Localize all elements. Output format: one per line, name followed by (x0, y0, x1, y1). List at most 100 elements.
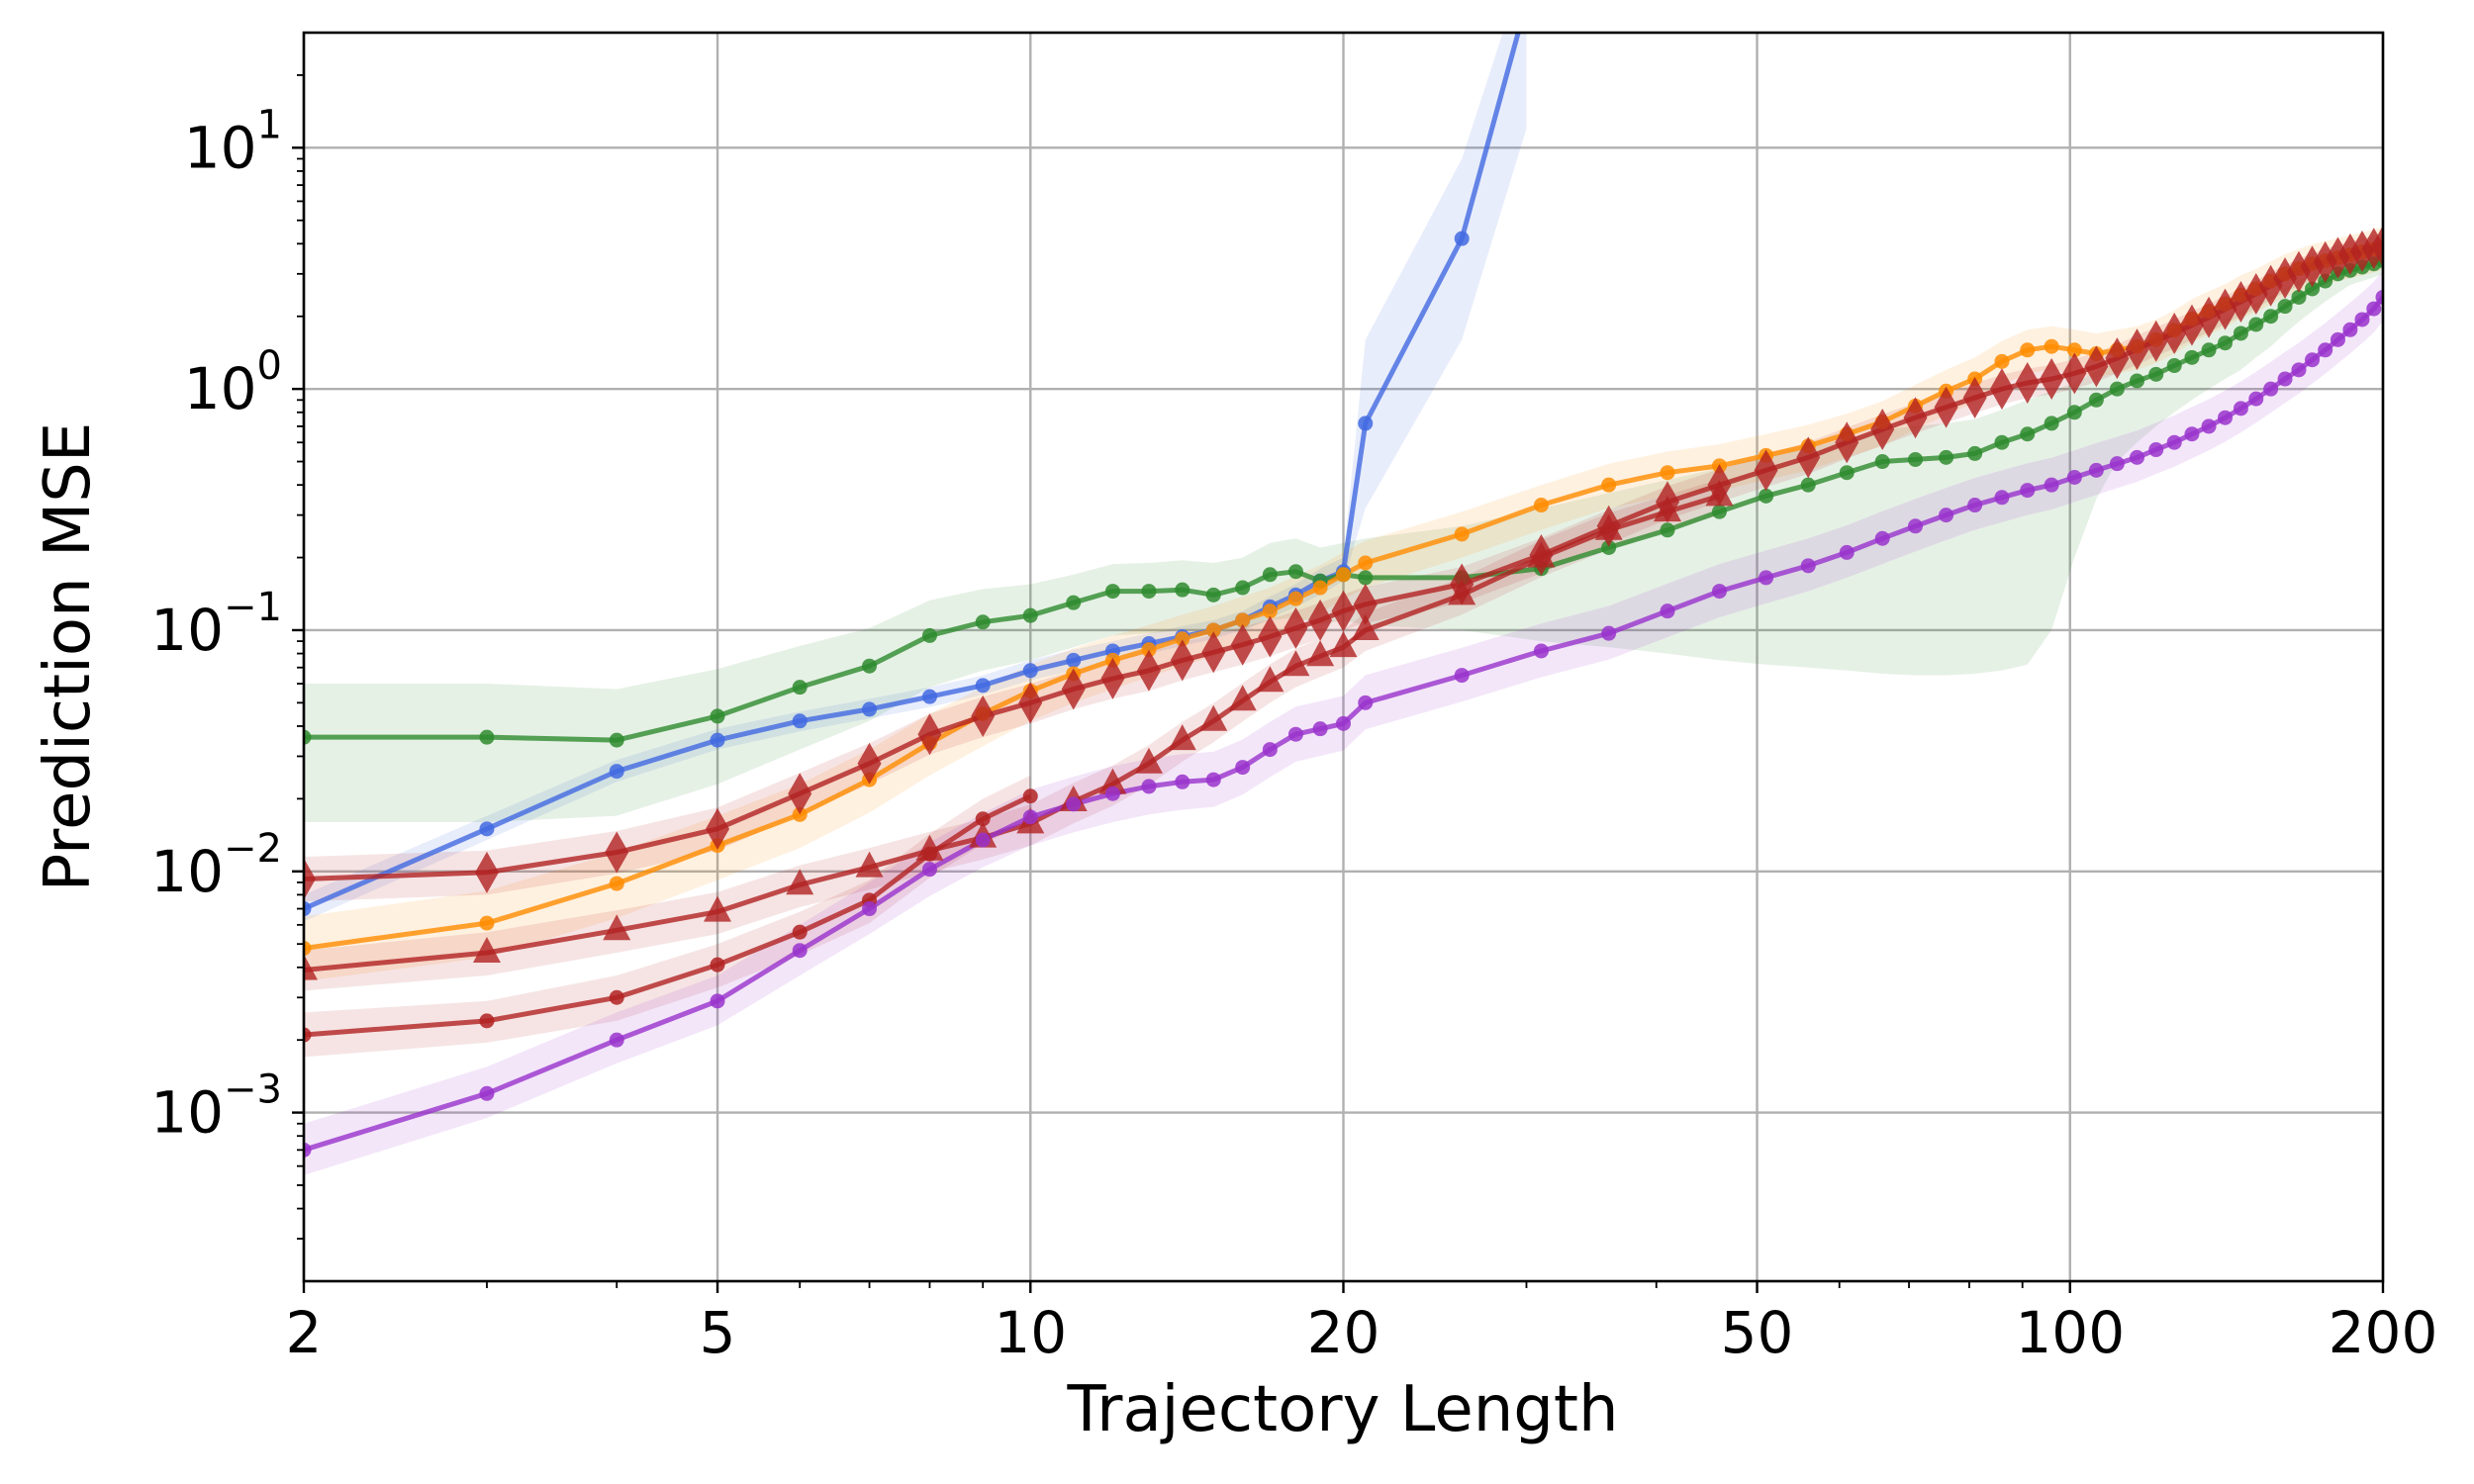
point-green (2088, 392, 2104, 408)
point-purple (2020, 483, 2036, 499)
point-purple (1287, 726, 1303, 742)
point-green (479, 729, 495, 745)
point-green (1601, 539, 1617, 555)
point-purple (1939, 508, 1954, 523)
point-orange (1601, 477, 1617, 493)
point-orange (609, 876, 624, 891)
point-purple (2166, 434, 2182, 450)
point-red-triangle (704, 895, 732, 922)
point-orange (1235, 612, 1251, 628)
point-red-triangle (1448, 579, 1476, 605)
point-green (1939, 449, 1954, 465)
point-purple (1454, 668, 1470, 684)
point-green (1759, 488, 1774, 504)
point-orange (2066, 342, 2082, 358)
point-purple (1104, 786, 1120, 801)
point-purple (2201, 418, 2217, 434)
point-purple (1601, 625, 1617, 641)
point-green (2129, 373, 2144, 389)
point-red-triangle (855, 851, 884, 878)
point-red-dot (479, 1013, 495, 1029)
point-green (1022, 607, 1038, 623)
point-green (2263, 309, 2279, 325)
y-tick-base: 10 (150, 1079, 224, 1147)
point-red-triangle (1098, 768, 1127, 794)
point-purple (2148, 442, 2164, 458)
point-blue (710, 732, 725, 748)
point-red-triangle (1527, 541, 1556, 568)
point-red-triangle (1256, 666, 1285, 693)
point-red-triangle (1282, 650, 1310, 677)
point-red-diamond (2125, 328, 2149, 371)
point-purple (1908, 518, 1924, 534)
point-red-diamond (1308, 599, 1333, 641)
band-red-triangle (304, 479, 1720, 991)
point-purple (710, 993, 725, 1009)
point-purple (921, 862, 937, 878)
point-orange (1660, 465, 1675, 481)
point-red-diamond (1870, 408, 1895, 450)
point-red-diamond (1835, 421, 1859, 464)
point-orange (1994, 353, 2010, 369)
point-blue (1358, 416, 1374, 431)
point-red-triangle (1329, 631, 1358, 658)
point-red-dot (1022, 788, 1038, 804)
point-blue (304, 901, 312, 917)
point-green (609, 732, 624, 748)
point-red-diamond (2040, 358, 2064, 401)
point-blue (1454, 231, 1470, 246)
point-orange (304, 940, 312, 956)
point-orange (1175, 631, 1190, 647)
point-green (1711, 504, 1727, 519)
point-green (1175, 582, 1190, 598)
point-purple (2354, 312, 2370, 327)
point-red-diamond (1100, 657, 1125, 699)
point-green (1839, 465, 1855, 481)
point-green (1660, 522, 1675, 538)
point-red-diamond (2162, 312, 2187, 354)
point-purple (2375, 289, 2383, 305)
point-purple (1533, 643, 1549, 659)
point-green (2277, 299, 2293, 315)
point-red-dot (304, 1027, 312, 1043)
point-red-diamond (1903, 397, 1928, 439)
point-red-triangle (1705, 480, 1734, 507)
point-red-triangle (1134, 747, 1163, 774)
point-green (1908, 451, 1924, 467)
point-red-diamond (2105, 337, 2130, 380)
x-tick-label: 200 (2329, 1299, 2438, 1366)
point-red-triangle (1351, 613, 1380, 640)
point-red-dot (792, 924, 808, 940)
point-red-diamond (1754, 449, 1778, 492)
point-purple (975, 832, 991, 848)
point-purple (1660, 603, 1675, 619)
y-tick-base: 10 (150, 597, 224, 664)
axis-ticks (292, 74, 2385, 1293)
point-green (1874, 454, 1890, 470)
point-red-diamond (1136, 649, 1161, 692)
point-red-dot (975, 811, 991, 827)
point-purple (2330, 331, 2345, 347)
point-purple (1711, 584, 1727, 600)
point-red-diamond (2179, 304, 2204, 346)
point-red-diamond (1331, 590, 1356, 632)
point-orange (1454, 526, 1470, 542)
point-green (2148, 366, 2164, 382)
point-green (2305, 281, 2321, 297)
point-red-diamond (1934, 386, 1958, 428)
point-red-diamond (304, 858, 316, 900)
point-green (1287, 564, 1303, 580)
point-orange (1205, 622, 1221, 638)
point-purple (1262, 742, 1278, 758)
point-red-diamond (1170, 639, 1194, 682)
point-green (1141, 584, 1157, 600)
point-orange (1358, 555, 1374, 571)
point-green (1967, 445, 1983, 461)
point-orange (2020, 342, 2036, 358)
point-purple (479, 1085, 495, 1101)
point-purple (2277, 371, 2293, 387)
point-purple (609, 1032, 624, 1048)
point-purple (2129, 449, 2144, 465)
point-green (1235, 580, 1251, 596)
